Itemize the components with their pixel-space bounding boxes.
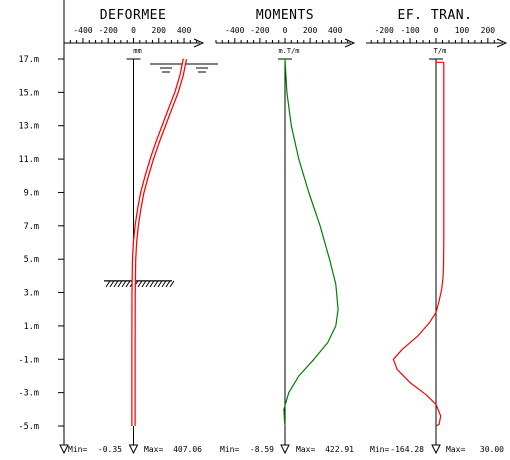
x-tick-label: 0	[283, 26, 288, 35]
max-label: Max=	[446, 445, 465, 454]
series-line	[392, 61, 445, 427]
panel-title: DEFORMEE	[100, 8, 167, 23]
y-tick-label: 5.m	[24, 255, 39, 265]
ground-hatch	[121, 280, 127, 288]
min-label: Min=	[370, 445, 389, 454]
ground-hatch	[113, 280, 119, 288]
x-tick-label: -400	[225, 26, 244, 35]
ground-hatch	[117, 280, 123, 288]
y-tick-label: 7.m	[24, 222, 39, 232]
x-tick-label: 400	[177, 26, 192, 35]
panel-deformee: DEFORMEE -400 -200 0 200 400 mm Min= -0.35 Max= 40…	[63, 8, 218, 455]
x-tick-label: -200	[99, 26, 118, 35]
y-tick-label: 17.m	[19, 55, 39, 65]
y-tick-label: 11.m	[19, 155, 39, 165]
ground-hatch	[137, 280, 143, 288]
min-value: -0.35	[98, 445, 122, 454]
x-axis-arrow	[496, 38, 508, 48]
max-value: 407.06	[173, 445, 202, 454]
zero-line-arrow	[280, 444, 290, 455]
x-tick-label: 100	[455, 26, 470, 35]
y-tick-label: 3.m	[24, 289, 39, 299]
panel-title: MOMENTS	[256, 8, 314, 23]
ground-hatch	[165, 280, 171, 288]
y-tick-label: -1.m	[19, 355, 39, 365]
zero-line-arrow	[431, 444, 441, 455]
y-tick-label: 13.m	[19, 122, 39, 132]
min-value: -8.59	[250, 445, 274, 454]
y-tick-label: 9.m	[24, 188, 39, 198]
ground-hatch	[141, 280, 147, 288]
x-tick-label: -100	[400, 26, 419, 35]
ground-hatch	[145, 280, 151, 288]
x-tick-label: -400	[73, 26, 92, 35]
unit-label: m.T/m	[278, 47, 299, 55]
x-tick-label: 0	[131, 26, 136, 35]
ground-hatch	[149, 280, 155, 288]
min-value: -164.28	[390, 445, 424, 454]
min-label: Min=	[220, 445, 239, 454]
y-tick-label: 1.m	[24, 322, 39, 332]
max-value: 422.91	[325, 445, 354, 454]
y-axis: 17.m 15.m 13.m 11.m 9.m 7.m 5.m 3.m 1.m -1.m -3.m -…	[19, 0, 69, 455]
panel-title: EF. TRAN.	[398, 8, 473, 23]
x-tick-label: 400	[328, 26, 343, 35]
ground-hatch	[109, 280, 115, 288]
series-line-outer	[131, 58, 188, 426]
x-tick-label: 200	[303, 26, 318, 35]
max-value: 30.00	[480, 445, 504, 454]
x-tick-label: -200	[250, 26, 269, 35]
x-tick-label: 0	[434, 26, 439, 35]
ground-hatch	[157, 280, 163, 288]
panel-ef-tran: EF. TRAN. -200 -100 0 100 200 T/m Min= -164.28 Ma…	[366, 8, 508, 455]
series-line-inner	[132, 58, 186, 426]
panel-moments: MOMENTS -400 -200 0 200 400 m.T/m Min= -8.59 Max=…	[215, 8, 356, 455]
series-line	[283, 58, 339, 427]
y-tick-label: -5.m	[19, 422, 39, 432]
max-label: Max=	[144, 445, 163, 454]
unit-label: T/m	[434, 47, 447, 55]
x-tick-label: -200	[375, 26, 394, 35]
zero-line-arrow	[128, 444, 139, 455]
ground-hatch	[125, 280, 131, 288]
ground-hatch	[161, 280, 167, 288]
ground-hatch	[105, 280, 111, 288]
y-axis-arrow	[59, 444, 69, 455]
unit-label: mm	[133, 47, 141, 55]
min-label: Min=	[68, 445, 87, 454]
ground-hatch	[169, 280, 175, 288]
max-label: Max=	[296, 445, 315, 454]
y-tick-label: 15.m	[19, 88, 39, 98]
y-tick-label: -3.m	[19, 389, 39, 399]
x-tick-label: 200	[152, 26, 167, 35]
x-tick-label: 200	[481, 26, 496, 35]
ground-hatch	[153, 280, 159, 288]
